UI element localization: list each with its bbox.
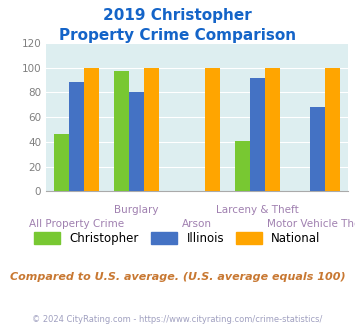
Bar [69,82,84,191]
Bar [325,68,340,191]
Bar [129,92,144,191]
Bar [250,78,265,191]
Bar [144,68,159,191]
Text: Arson: Arson [182,219,212,229]
Text: Motor Vehicle Theft: Motor Vehicle Theft [267,219,355,229]
Text: Larceny & Theft: Larceny & Theft [216,205,299,215]
Bar [235,141,250,191]
Text: Property Crime Comparison: Property Crime Comparison [59,28,296,43]
Bar [84,68,99,191]
Text: All Property Crime: All Property Crime [29,219,124,229]
Legend: Christopher, Illinois, National: Christopher, Illinois, National [30,227,325,249]
Text: Burglary: Burglary [114,205,159,215]
Text: Compared to U.S. average. (U.S. average equals 100): Compared to U.S. average. (U.S. average … [10,272,345,282]
Bar [54,135,69,191]
Bar [265,68,280,191]
Text: 2019 Christopher: 2019 Christopher [103,8,252,23]
Bar [204,68,220,191]
Bar [114,71,129,191]
Bar [310,107,325,191]
Text: © 2024 CityRating.com - https://www.cityrating.com/crime-statistics/: © 2024 CityRating.com - https://www.city… [32,315,323,324]
